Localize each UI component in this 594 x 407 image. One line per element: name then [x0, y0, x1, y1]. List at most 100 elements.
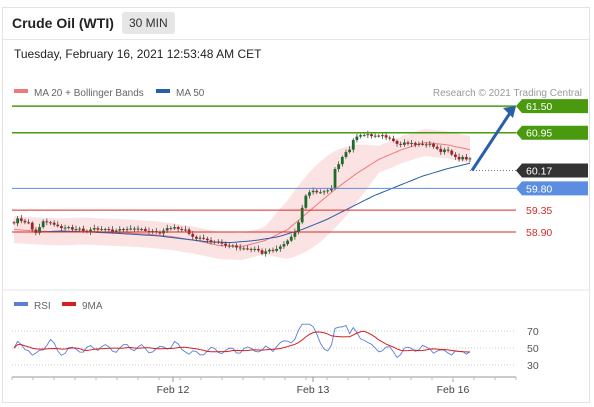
candle [227, 242, 231, 249]
candle [49, 220, 52, 226]
candle [249, 247, 253, 253]
candle [238, 244, 242, 251]
candle [60, 224, 63, 231]
candle [359, 133, 362, 139]
candle [267, 248, 271, 254]
candle [322, 189, 326, 196]
candle [424, 142, 428, 148]
candle [224, 241, 227, 248]
ma50-legend-label: MA 50 [176, 88, 205, 99]
candle [260, 248, 264, 256]
level-label: 59.80 [526, 183, 552, 195]
rsi-ma-legend-label: 9MA [82, 301, 103, 312]
ma20-legend-label: MA 20 + Bollinger Bands [34, 88, 144, 99]
candle [275, 245, 279, 253]
rsi-legend-swatch [14, 302, 28, 306]
level-tag-last: 60.17 [516, 163, 588, 178]
candle [286, 239, 289, 246]
candle [38, 223, 41, 235]
candle [381, 132, 384, 140]
interval-selector[interactable]: 30 MIN [122, 12, 175, 34]
candle [253, 246, 257, 252]
candle [410, 140, 414, 147]
candle [78, 226, 82, 232]
level-label: 60.17 [526, 165, 552, 177]
level-label: 60.95 [526, 128, 552, 140]
candle [45, 218, 49, 226]
candle [100, 226, 103, 231]
candle [158, 230, 162, 235]
candle [169, 226, 173, 231]
candle [304, 194, 308, 210]
instrument-title: Crude Oil (WTI) [12, 15, 114, 31]
rsi-plot-area: 70 50 30 [12, 323, 539, 372]
candle [27, 219, 30, 225]
candle [242, 246, 246, 251]
price-plot-area: 61.50 60.95 60.17 59.80 59.35 58.90 [12, 99, 588, 260]
rsi-tick-label: 70 [527, 326, 539, 338]
candle [337, 161, 341, 172]
candle [282, 241, 286, 249]
candle [388, 135, 392, 141]
candle [195, 235, 198, 242]
candle [213, 240, 217, 245]
candle [129, 225, 133, 231]
candle [278, 244, 282, 252]
forecast-arrow [470, 109, 514, 172]
candle [125, 226, 129, 232]
candle [446, 146, 450, 153]
candle [340, 155, 344, 167]
rsi-tick-label: 50 [527, 343, 539, 355]
candle [70, 224, 74, 231]
candle [300, 204, 304, 225]
candle [333, 167, 337, 190]
candle [461, 155, 465, 162]
candle [231, 244, 235, 248]
forecast-arrow-head [503, 105, 516, 118]
rsi-tick-label: 30 [527, 360, 539, 372]
candle [107, 226, 111, 232]
candle [395, 139, 399, 147]
level-label: 61.50 [526, 101, 552, 113]
candle [464, 154, 468, 161]
candle [454, 152, 457, 160]
candle [198, 235, 202, 241]
candle [103, 227, 107, 232]
candle [136, 225, 140, 232]
chart-timestamp: Tuesday, February 16, 2021 12:53:48 AM C… [14, 47, 262, 61]
candle [450, 149, 454, 156]
candle [373, 132, 377, 139]
rsi-ma-line [13, 330, 471, 353]
candle [264, 248, 268, 257]
candle [176, 225, 180, 232]
ma50-legend-swatch [156, 89, 170, 93]
candle [202, 234, 206, 241]
candle [132, 226, 136, 232]
bollinger-band [14, 129, 470, 260]
copyright-text: Research © 2021 Trading Central [433, 88, 582, 99]
candle [428, 140, 432, 148]
candle [16, 215, 20, 227]
candle [468, 156, 472, 163]
candle [432, 142, 435, 149]
candle [366, 130, 370, 139]
candle [439, 145, 443, 156]
level-tag-resistance: 60.95 [516, 125, 588, 140]
chart-header: Crude Oil (WTI) 30 MIN [2, 7, 590, 40]
candle [180, 226, 184, 232]
candle [289, 234, 293, 243]
candle [308, 189, 311, 199]
candle [122, 227, 125, 232]
candle [12, 220, 16, 225]
candle [257, 245, 260, 253]
candle [216, 239, 220, 245]
candle [435, 144, 439, 151]
candle [319, 189, 322, 194]
candle [34, 227, 38, 236]
rsi-line [13, 323, 471, 359]
candle [67, 225, 71, 230]
candle [220, 239, 224, 247]
candle [52, 220, 56, 227]
rsi-legend-label: RSI [34, 301, 51, 312]
candle [140, 227, 144, 231]
